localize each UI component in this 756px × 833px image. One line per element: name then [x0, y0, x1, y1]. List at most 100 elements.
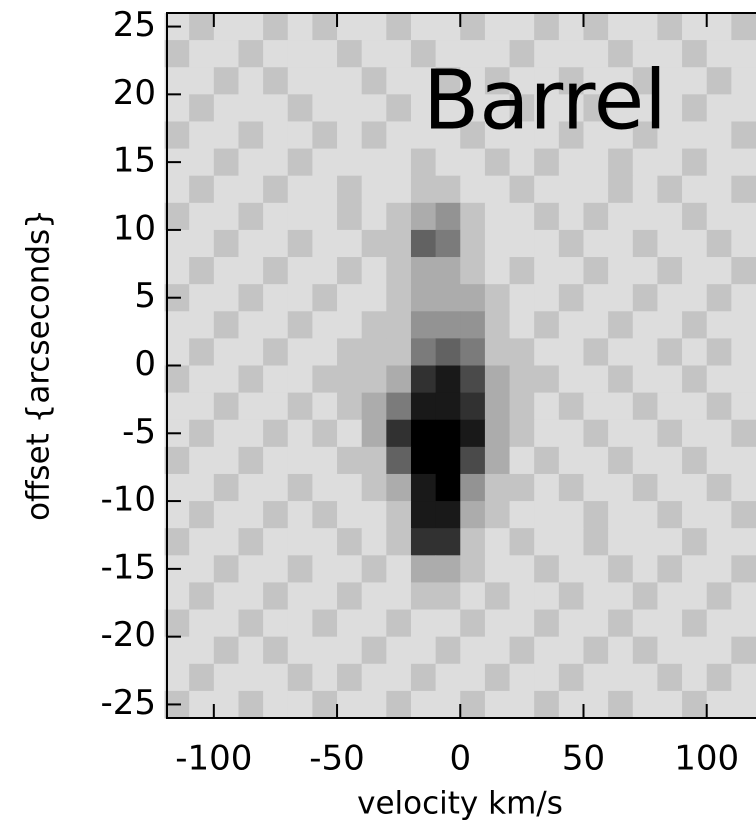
heatmap-cell	[657, 202, 683, 231]
heatmap-cell	[657, 13, 683, 41]
heatmap-cell	[706, 528, 732, 556]
heatmap-cell	[312, 338, 338, 366]
heatmap-cell	[361, 446, 387, 475]
heatmap-cell	[263, 175, 289, 204]
heatmap-cell	[682, 419, 708, 448]
heatmap-cell	[558, 175, 584, 204]
heatmap-cell	[657, 121, 683, 150]
heatmap-cell	[484, 311, 511, 339]
heatmap-cell	[558, 690, 584, 719]
heatmap-cell	[682, 501, 708, 529]
heatmap-cell	[337, 284, 363, 312]
heatmap-cell	[263, 609, 289, 638]
heatmap-cell	[337, 175, 363, 204]
heatmap-cell	[558, 202, 584, 231]
heatmap-cell	[213, 365, 239, 394]
heatmap-cell	[484, 609, 511, 638]
heatmap-cell	[263, 229, 289, 258]
heatmap-cell	[484, 284, 511, 312]
heatmap-cell	[435, 148, 461, 177]
heatmap-cell	[583, 528, 609, 556]
heatmap-cell	[337, 636, 363, 665]
heatmap-cell	[484, 663, 511, 692]
heatmap-cell	[435, 202, 461, 231]
heatmap-cell	[534, 636, 560, 665]
heatmap-cell	[337, 311, 363, 339]
heatmap-cell	[435, 392, 461, 421]
heatmap-cell	[509, 94, 535, 122]
heatmap-cell	[706, 94, 732, 122]
heatmap-cell	[706, 311, 732, 339]
heatmap-cell	[558, 257, 584, 285]
heatmap-cell	[189, 555, 215, 583]
heatmap-cell	[287, 663, 313, 692]
heatmap-cell	[337, 690, 363, 719]
heatmap-cell	[583, 582, 609, 611]
heatmap-cell	[534, 94, 560, 122]
heatmap-cell	[460, 148, 486, 177]
heatmap-cell	[682, 257, 708, 285]
heatmap-cell	[509, 501, 535, 529]
heatmap-cell	[435, 338, 461, 366]
heatmap-cell	[558, 582, 584, 611]
heatmap-cell	[460, 175, 486, 204]
heatmap-cell	[238, 365, 264, 394]
heatmap-cell	[287, 257, 313, 285]
heatmap-cell	[706, 473, 732, 502]
heatmap-cell	[361, 121, 387, 150]
heatmap-cell	[558, 40, 584, 68]
heatmap-cell	[312, 392, 338, 421]
heatmap-cell	[706, 582, 732, 611]
heatmap-cell	[731, 582, 756, 611]
heatmap-cell	[263, 528, 289, 556]
heatmap-cell	[534, 148, 560, 177]
heatmap-cell	[189, 311, 215, 339]
heatmap-cell	[337, 555, 363, 583]
heatmap-cell	[534, 175, 560, 204]
heatmap-cell	[238, 473, 264, 502]
heatmap-cell	[534, 121, 560, 150]
heatmap-cell	[583, 419, 609, 448]
heatmap-cell	[484, 202, 511, 231]
heatmap-cell	[484, 365, 511, 394]
heatmap-cell	[435, 284, 461, 312]
heatmap-cell	[608, 446, 634, 475]
heatmap-cell	[164, 40, 190, 68]
heatmap-cell	[460, 67, 486, 95]
x-tick-label: 50	[562, 739, 605, 779]
heatmap-cell	[509, 229, 535, 258]
heatmap-cell	[337, 419, 363, 448]
heatmap-cell	[263, 690, 289, 719]
heatmap-cell	[484, 40, 511, 68]
heatmap-cell	[287, 175, 313, 204]
heatmap-cell	[386, 94, 412, 122]
heatmap-cell	[312, 94, 338, 122]
heatmap-cell	[731, 148, 756, 177]
heatmap-cell	[213, 528, 239, 556]
heatmap-cell	[731, 365, 756, 394]
heatmap-cell	[263, 446, 289, 475]
heatmap-cell	[608, 175, 634, 204]
heatmap-cell	[312, 419, 338, 448]
heatmap-cell	[657, 175, 683, 204]
heatmap-cell	[460, 257, 486, 285]
heatmap-cell	[164, 202, 190, 231]
heatmap-cell	[189, 67, 215, 95]
heatmap-cell	[583, 148, 609, 177]
heatmap-cell	[608, 94, 634, 122]
heatmap-cell	[608, 148, 634, 177]
heatmap-cell	[583, 67, 609, 95]
heatmap-cell	[337, 13, 363, 41]
heatmap-cell	[558, 148, 584, 177]
heatmap-cell	[484, 13, 511, 41]
heatmap-cell	[731, 121, 756, 150]
heatmap-cell	[534, 473, 560, 502]
heatmap-cell	[657, 365, 683, 394]
heatmap-cell	[164, 175, 190, 204]
heatmap-cell	[213, 663, 239, 692]
heatmap-cell	[386, 555, 412, 583]
heatmap-cell	[410, 555, 437, 583]
heatmap-cell	[213, 148, 239, 177]
heatmap-cell	[312, 311, 338, 339]
heatmap-cell	[657, 609, 683, 638]
